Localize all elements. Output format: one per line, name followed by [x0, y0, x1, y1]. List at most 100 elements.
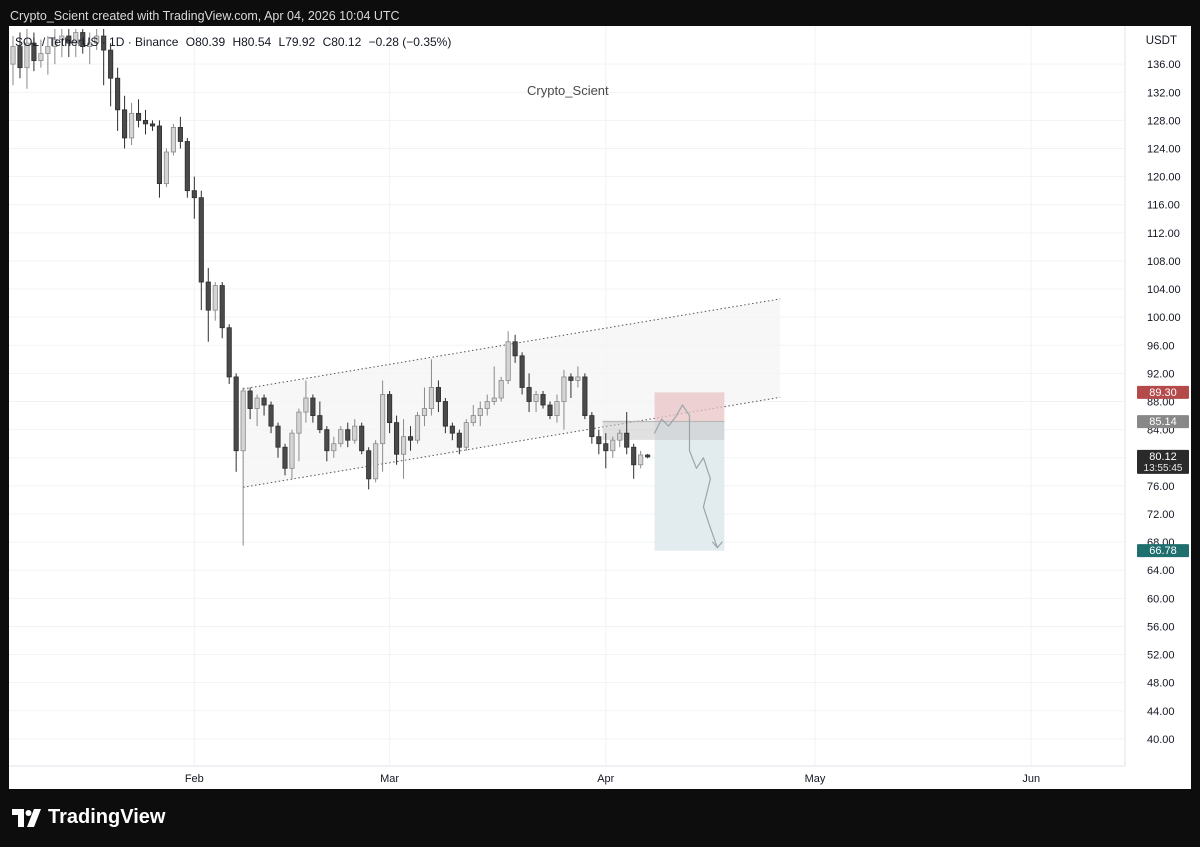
candle-body[interactable]	[484, 401, 490, 409]
candle-body[interactable]	[296, 411, 302, 434]
candle-body[interactable]	[254, 397, 260, 409]
candle-body[interactable]	[108, 49, 114, 79]
candle-body[interactable]	[282, 446, 288, 469]
candle-body[interactable]	[324, 429, 330, 452]
candle-body[interactable]	[491, 397, 497, 402]
candle-body[interactable]	[638, 454, 644, 466]
candle-body[interactable]	[407, 436, 414, 441]
candle-body[interactable]	[582, 376, 588, 416]
candle-body[interactable]	[149, 123, 156, 127]
candle-body[interactable]	[435, 387, 441, 402]
candle-body[interactable]	[205, 281, 211, 311]
candle-body[interactable]	[463, 422, 469, 448]
candle-body[interactable]	[519, 355, 525, 388]
candle-body[interactable]	[177, 127, 183, 142]
channel-fill	[243, 298, 781, 488]
candle-body[interactable]	[226, 327, 232, 378]
candle-body[interactable]	[156, 125, 163, 185]
candle-body[interactable]	[275, 425, 281, 448]
candle-body[interactable]	[352, 425, 358, 441]
candle-body[interactable]	[359, 425, 365, 452]
candle-body[interactable]	[421, 408, 428, 416]
candle-body[interactable]	[442, 401, 448, 427]
candle-body[interactable]	[533, 394, 539, 402]
candle-body[interactable]	[184, 141, 190, 192]
candle-body[interactable]	[505, 341, 511, 381]
candle-body[interactable]	[128, 112, 135, 139]
candle-body[interactable]	[387, 394, 393, 424]
channel-upper-line[interactable]	[243, 298, 781, 390]
candle-body[interactable]	[512, 341, 518, 357]
candle-body[interactable]	[428, 387, 435, 409]
candle-body[interactable]	[10, 46, 16, 65]
candle-body[interactable]	[289, 432, 295, 469]
candle-body[interactable]	[94, 35, 100, 44]
candle-body[interactable]	[191, 190, 197, 199]
candle-body[interactable]	[303, 397, 309, 413]
candle-body[interactable]	[87, 42, 93, 47]
candle-body[interactable]	[331, 443, 337, 452]
candle-body[interactable]	[617, 432, 623, 441]
candle-body[interactable]	[380, 394, 386, 445]
candle-body[interactable]	[163, 151, 169, 185]
candle-body[interactable]	[45, 46, 51, 55]
projection-path[interactable]	[654, 404, 718, 549]
candle-body[interactable]	[247, 390, 253, 409]
candle-body[interactable]	[59, 35, 65, 40]
candle-body[interactable]	[631, 446, 637, 466]
candle-body[interactable]	[547, 404, 553, 416]
candle-body[interactable]	[345, 429, 351, 441]
candle-body[interactable]	[645, 454, 651, 458]
candle-body[interactable]	[80, 32, 86, 47]
candle-body[interactable]	[610, 439, 616, 452]
candle-body[interactable]	[449, 425, 455, 434]
candle-body[interactable]	[498, 380, 504, 399]
candle-body[interactable]	[470, 415, 476, 424]
candle-body[interactable]	[400, 436, 407, 455]
candle-body[interactable]	[115, 77, 121, 111]
candle-body[interactable]	[414, 415, 421, 441]
candle-body[interactable]	[38, 53, 44, 62]
candle-body[interactable]	[554, 401, 560, 416]
candle-body[interactable]	[317, 415, 323, 431]
candle-body[interactable]	[596, 436, 602, 445]
candle-body[interactable]	[561, 376, 567, 402]
candle-body[interactable]	[52, 39, 58, 47]
candle-body[interactable]	[135, 112, 142, 121]
candle-body[interactable]	[240, 390, 246, 452]
candle-body[interactable]	[540, 394, 546, 406]
candle-body[interactable]	[477, 408, 483, 416]
symbol-name[interactable]: SOL / TetherUS · 1D · Binance	[15, 35, 179, 49]
price-tick-label: 96.00	[1147, 340, 1175, 352]
candle-body[interactable]	[268, 404, 274, 427]
candle-body[interactable]	[603, 443, 609, 452]
candle-body[interactable]	[219, 285, 225, 329]
candle-body[interactable]	[568, 376, 574, 381]
candle-body[interactable]	[170, 127, 176, 153]
candle-body[interactable]	[575, 376, 581, 381]
candle-body[interactable]	[66, 35, 72, 44]
candle-body[interactable]	[198, 197, 204, 283]
channel-lower-line[interactable]	[243, 396, 781, 488]
candle-body[interactable]	[31, 42, 37, 62]
candle-body[interactable]	[310, 397, 316, 416]
candle-body[interactable]	[212, 285, 218, 311]
candle-body[interactable]	[456, 432, 462, 448]
candlestick-chart[interactable]: 40.0044.0048.0052.0056.0060.0064.0068.00…	[9, 26, 1191, 789]
candle-body[interactable]	[624, 432, 630, 448]
candle-body[interactable]	[261, 397, 267, 406]
candle-body[interactable]	[17, 46, 23, 69]
candle-body[interactable]	[24, 42, 30, 69]
candle-body[interactable]	[338, 429, 344, 445]
candle-body[interactable]	[73, 32, 79, 44]
candle-body[interactable]	[366, 450, 372, 480]
candle-body[interactable]	[142, 119, 149, 125]
candle-body[interactable]	[526, 387, 532, 402]
currency-label[interactable]: USDT	[1145, 35, 1177, 47]
candle-body[interactable]	[122, 109, 128, 139]
candle-body[interactable]	[373, 443, 379, 480]
candle-body[interactable]	[233, 376, 239, 452]
candle-body[interactable]	[589, 415, 595, 438]
candle-body[interactable]	[394, 422, 400, 455]
candle-body[interactable]	[101, 35, 107, 51]
